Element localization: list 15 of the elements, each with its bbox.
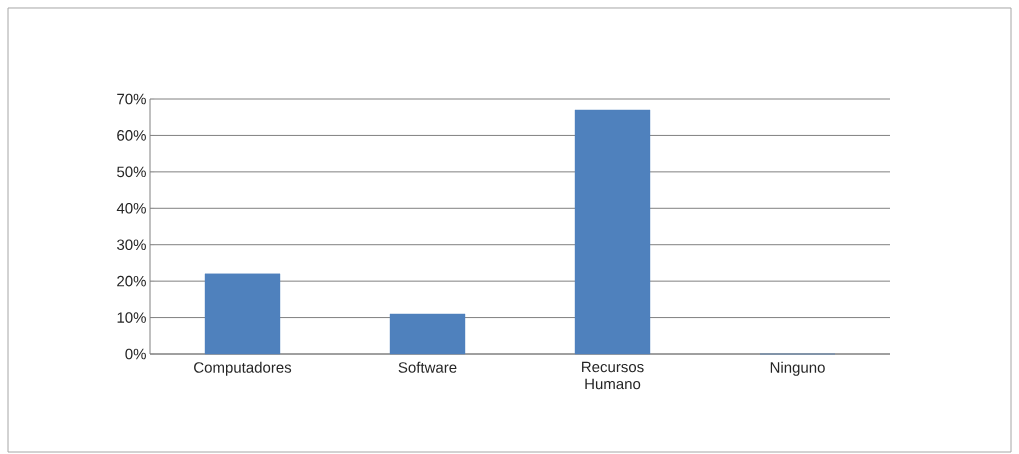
x-tick-label: Ninguno — [770, 361, 825, 376]
y-tick-label: 70% — [117, 93, 146, 105]
y-tick-label: 60% — [117, 130, 146, 141]
y-tick-label: 50% — [117, 166, 146, 178]
bar — [204, 273, 281, 355]
x-tick-label: Computadores — [194, 361, 292, 376]
bar — [574, 109, 651, 355]
x-tick-label: Software — [398, 361, 457, 373]
y-tick-label: 10% — [117, 312, 146, 323]
y-tick-label: 20% — [117, 275, 146, 287]
x-tick-label: Recursos Humano — [582, 361, 644, 390]
y-tick-label: 0% — [125, 348, 146, 360]
y-tick-label: 40% — [116, 202, 146, 214]
bar — [389, 313, 466, 355]
y-tick-label: 30% — [117, 239, 146, 251]
